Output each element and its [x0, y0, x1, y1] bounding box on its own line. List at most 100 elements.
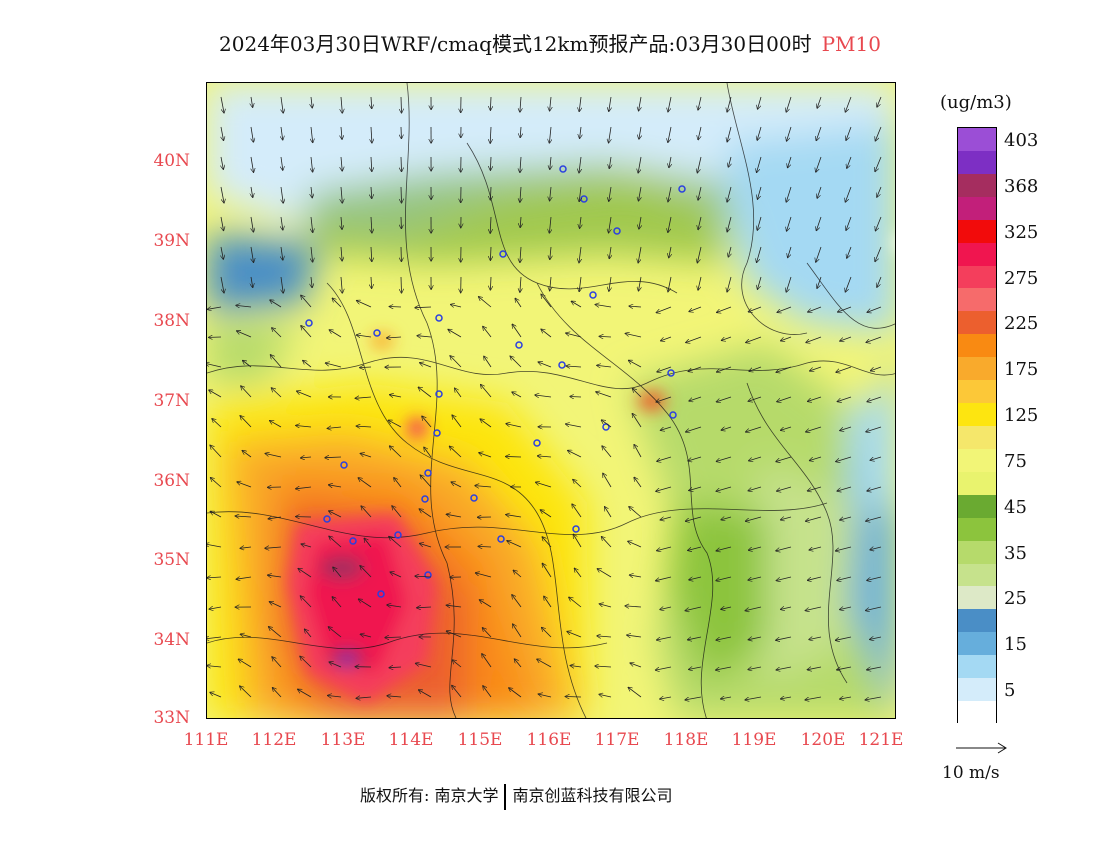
wind-arrow — [669, 156, 671, 167]
wind-arrow — [452, 686, 462, 698]
wind-arrow — [490, 246, 491, 260]
wind-arrow — [512, 595, 522, 608]
wind-arrow — [221, 216, 224, 230]
wind-arrow — [341, 96, 342, 113]
wind-reference-label: 10 m/s — [942, 763, 1000, 783]
wind-arrow — [688, 366, 702, 371]
wind-arrow — [595, 305, 612, 308]
legend-swatch — [958, 701, 996, 725]
wind-arrow — [450, 446, 462, 458]
wind-arrow — [717, 456, 732, 461]
wind-arrow — [716, 666, 732, 670]
wind-arrow — [544, 596, 552, 608]
wind-arrow — [776, 666, 792, 670]
wind-arrow — [609, 186, 611, 201]
wind-arrow — [541, 510, 552, 518]
wind-arrow — [867, 486, 882, 491]
wind-arrow — [329, 662, 342, 668]
wind-arrow — [481, 385, 492, 398]
wind-arrow — [401, 96, 402, 113]
wind-arrow — [296, 426, 312, 428]
wind-arrow — [629, 507, 642, 518]
wind-arrow — [220, 96, 224, 113]
color-legend — [957, 127, 997, 725]
wind-arrow — [660, 697, 672, 699]
legend-swatch — [958, 609, 996, 633]
wind-arrow — [541, 329, 552, 338]
wind-arrow — [870, 456, 882, 460]
wind-arrow — [341, 216, 342, 229]
wind-arrow — [836, 456, 852, 462]
wind-arrow — [629, 360, 642, 368]
wind-arrow — [341, 126, 342, 139]
legend-swatch — [958, 311, 996, 335]
wind-arrow — [390, 395, 402, 397]
wind-arrow — [341, 276, 342, 293]
wind-arrow — [207, 577, 222, 578]
wind-arrow — [716, 546, 732, 551]
wind-arrow — [361, 454, 372, 458]
wind-arrow — [251, 246, 254, 262]
wind-arrow — [281, 126, 283, 140]
wind-arrow — [786, 276, 792, 292]
wind-arrow — [689, 396, 702, 401]
lon-label-118e: 118E — [663, 730, 709, 750]
legend-swatch — [958, 357, 996, 381]
wind-arrow — [251, 126, 253, 142]
wind-arrow — [387, 337, 402, 338]
wind-arrow — [777, 396, 792, 402]
wind-arrow — [212, 419, 222, 428]
wind-arrow — [656, 576, 672, 581]
wind-arrow — [357, 426, 372, 427]
wind-arrow — [698, 216, 702, 229]
wind-arrow — [371, 276, 372, 288]
lon-label-119e: 119E — [731, 730, 777, 750]
wind-arrow — [599, 336, 612, 337]
pollutant-label: PM10 — [821, 32, 881, 56]
wind-arrow — [568, 451, 582, 458]
wind-arrow — [251, 216, 253, 232]
wind-arrow — [333, 567, 342, 578]
wind-arrow — [609, 126, 611, 143]
wind-arrow — [817, 186, 822, 198]
wind-arrow — [359, 599, 372, 608]
wind-arrow — [221, 156, 223, 169]
wind-arrow — [808, 396, 822, 401]
wind-arrow — [273, 688, 282, 698]
wind-arrow — [236, 305, 252, 307]
wind-arrow — [847, 156, 852, 168]
wind-arrow — [806, 606, 822, 611]
wind-arrow — [417, 336, 432, 337]
copyright-company: 南京创蓝科技有限公司 — [512, 786, 673, 805]
wind-arrow — [871, 366, 882, 371]
wind-arrow — [748, 576, 762, 580]
wind-arrow — [301, 457, 312, 458]
wind-arrow — [698, 276, 702, 290]
wind-arrow — [549, 216, 551, 233]
wind-arrow — [360, 566, 372, 578]
wind-arrow — [301, 295, 312, 308]
wind-arrow — [686, 516, 702, 521]
wind-arrow — [579, 246, 581, 263]
wind-arrow — [717, 396, 732, 402]
wind-arrow — [866, 426, 882, 432]
wind-arrow — [237, 482, 252, 488]
wind-arrow — [806, 426, 822, 432]
wind-arrow — [483, 686, 492, 698]
wind-arrow — [685, 606, 702, 611]
wind-arrow — [698, 126, 702, 140]
lon-label-120e: 120E — [800, 730, 846, 750]
wind-arrow — [570, 397, 582, 398]
wind-arrow — [220, 186, 224, 203]
wind-arrow — [697, 156, 702, 173]
wind-arrow — [777, 306, 792, 312]
wind-arrow — [241, 634, 252, 637]
wind-arrow — [389, 667, 402, 668]
wind-arrow — [721, 427, 732, 430]
wind-arrow — [210, 693, 222, 698]
wind-arrow — [609, 216, 611, 233]
wind-arrow — [697, 246, 702, 263]
wind-arrow — [541, 294, 552, 308]
legend-swatch — [958, 448, 996, 473]
wind-arrow — [475, 486, 492, 487]
